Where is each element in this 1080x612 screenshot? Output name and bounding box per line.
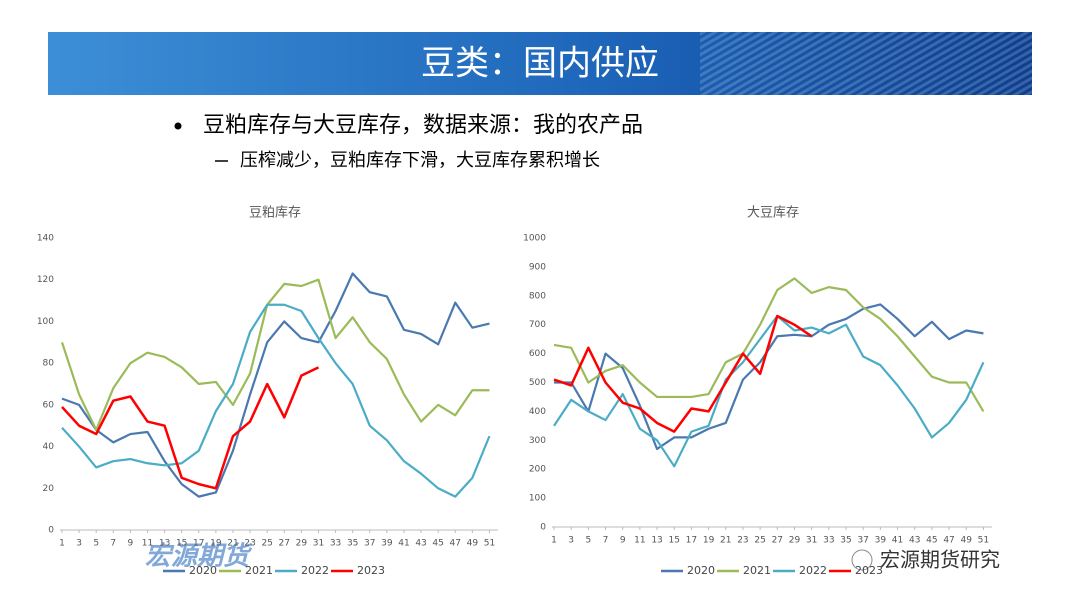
x-tick-label: 47 [943,536,954,546]
x-tick-label: 37 [364,539,375,549]
x-tick-label: 41 [398,539,409,549]
y-tick-label: 800 [529,291,546,301]
x-tick-label: 47 [450,539,461,549]
y-tick-label: 100 [37,317,54,327]
legend-label: 2020 [687,564,715,577]
series-line [553,314,813,433]
series-line [61,272,490,498]
slide-title: 豆类：国内供应 [421,44,659,84]
sub-bullet: 压榨减少，豆粕库存下滑，大豆库存累积增长 [240,150,600,171]
y-tick-label: 20 [43,484,55,494]
y-tick-label: 40 [43,442,55,452]
legend-label: 2021 [743,564,771,577]
x-tick-label: 7 [110,539,116,549]
x-tick-label: 25 [261,539,272,549]
chart-title: 大豆库存 [747,205,799,221]
banner-stripes [700,32,1032,95]
x-tick-label: 45 [926,536,937,546]
x-tick-label: 35 [347,539,358,549]
y-tick-label: 200 [529,465,546,475]
legend-label: 2021 [245,564,273,577]
logo: 宏源期货 [145,542,253,572]
x-tick-label: 35 [840,536,851,546]
y-tick-label: 120 [37,275,54,285]
x-tick-label: 15 [669,536,680,546]
x-tick-label: 19 [210,539,222,549]
x-tick-label: 7 [603,536,609,546]
y-tick-label: 300 [529,436,546,446]
series-line [61,366,320,490]
x-tick-label: 49 [961,536,973,546]
x-tick-label: 23 [737,536,748,546]
x-tick-label: 11 [142,539,153,549]
series-line [553,277,985,412]
wechat-icon [851,549,873,571]
x-tick-label: 25 [754,536,765,546]
legend-label: 2022 [301,564,329,577]
y-tick-label: 1000 [523,234,546,244]
y-tick-label: 600 [529,349,546,359]
x-tick-label: 1 [59,539,65,549]
x-tick-label: 43 [909,536,920,546]
x-tick-label: 49 [467,539,479,549]
legend-label: 2022 [799,564,827,577]
x-tick-label: 21 [227,539,238,549]
y-tick-label: 900 [529,262,546,272]
x-tick-label: 1 [551,536,557,546]
y-tick-label: 500 [529,378,546,388]
x-tick-label: 9 [128,539,134,549]
x-tick-label: 31 [806,536,817,546]
x-tick-label: 43 [415,539,426,549]
legend-label: 2023 [357,564,385,577]
x-tick-label: 51 [978,536,989,546]
x-tick-label: 29 [789,536,801,546]
y-tick-label: 700 [529,320,546,330]
x-tick-label: 45 [432,539,443,549]
x-tick-label: 15 [176,539,187,549]
series-line [60,278,490,431]
bullet-dot [174,122,182,130]
y-tick-label: 80 [43,359,55,369]
chart-title: 豆粕库存 [249,205,301,221]
x-tick-label: 3 [76,539,82,549]
x-tick-label: 3 [568,536,574,546]
x-tick-label: 19 [703,536,715,546]
x-tick-label: 41 [892,536,903,546]
series-line [61,303,491,498]
x-tick-label: 51 [484,539,495,549]
x-tick-label: 27 [772,536,783,546]
x-tick-label: 21 [720,536,731,546]
x-tick-label: 9 [620,536,626,546]
x-tick-label: 33 [823,536,834,546]
y-tick-label: 400 [529,407,546,417]
x-tick-label: 5 [585,536,591,546]
x-tick-label: 23 [244,539,255,549]
y-tick-label: 0 [48,526,54,536]
wechat-label: 宏源期货研究 [880,548,1000,572]
x-tick-label: 39 [875,536,887,546]
legend-label: 2020 [189,564,217,577]
legend-label: 2023 [855,564,883,577]
y-tick-label: 140 [37,234,54,244]
x-tick-label: 37 [857,536,868,546]
x-tick-label: 29 [296,539,308,549]
x-tick-label: 31 [313,539,324,549]
y-tick-label: 100 [529,494,546,504]
y-tick-label: 60 [43,400,55,410]
x-tick-label: 5 [93,539,99,549]
x-tick-label: 13 [159,539,170,549]
series-line [553,314,985,468]
x-tick-label: 11 [634,536,645,546]
bullet: 豆粕库存与大豆库存，数据来源：我的农产品 [203,113,643,138]
x-tick-label: 17 [686,536,697,546]
y-tick-label: 0 [540,523,546,533]
x-tick-label: 39 [381,539,393,549]
x-tick-label: 13 [651,536,662,546]
x-tick-label: 33 [330,539,341,549]
x-tick-label: 27 [279,539,290,549]
x-tick-label: 17 [193,539,204,549]
